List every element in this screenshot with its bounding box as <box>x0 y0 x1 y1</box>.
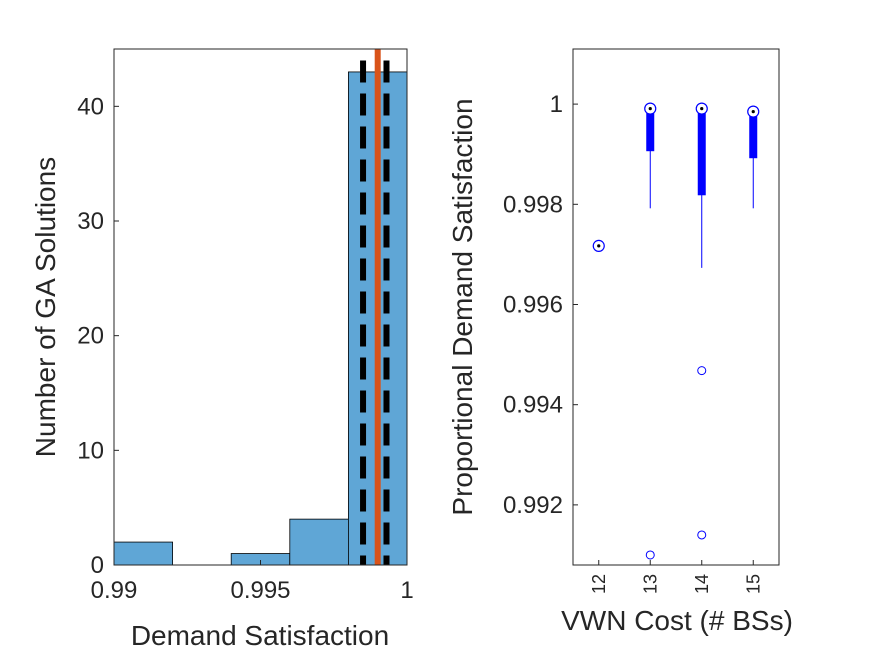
histogram-x-tick-label: 0.995 <box>230 577 290 604</box>
boxplot-plot-area <box>573 49 779 565</box>
box-median-dot <box>700 107 704 111</box>
histogram-bar-3 <box>289 518 349 566</box>
box-13 <box>644 102 657 560</box>
box-body <box>646 108 655 152</box>
histogram-y-tick-label: 30 <box>77 208 104 235</box>
boxplot-y-axis-label: Proportional Demand Satisfaction <box>447 98 478 515</box>
histogram-y-tick-label: 40 <box>77 93 104 120</box>
boxplot-y-ticks: 0.992 0.994 0.996 0.998 1 <box>503 91 578 519</box>
boxplot-y-tick-label: 0.992 <box>503 492 563 519</box>
box-body <box>749 111 758 159</box>
boxplot-axes-box <box>572 48 780 566</box>
box-outlier <box>697 530 707 540</box>
box-body <box>697 108 706 196</box>
box-15 <box>747 105 760 209</box>
box-12 <box>592 239 605 252</box>
boxplot-y-tick-label: 0.994 <box>503 392 563 419</box>
histogram-chart: 0.99 0.995 1 0 10 20 30 40 Demand Satisfaction… <box>30 48 414 651</box>
box-median-dot <box>648 107 652 111</box>
boxplot-x-tick-label: 12 <box>589 574 609 594</box>
histogram-x-ticks: 0.99 0.995 1 <box>91 560 414 604</box>
boxplot-y-tick-label: 0.998 <box>503 191 563 218</box>
box-median-dot <box>597 244 601 248</box>
histogram-x-tick-label: 1 <box>400 577 413 604</box>
boxplot-marks <box>592 102 760 560</box>
boxplot-x-tick-label: 15 <box>743 574 763 594</box>
box-outlier <box>697 366 707 376</box>
boxplot-y-tick-label: 1 <box>550 91 563 118</box>
box-14 <box>695 102 708 540</box>
box-median-dot <box>751 110 755 114</box>
box-outlier <box>645 550 655 560</box>
histogram-y-ticks: 0 10 20 30 40 <box>77 93 119 579</box>
boxplot-x-axis-label: VWN Cost (# BSs) <box>561 605 793 636</box>
boxplot-x-tick-label: 14 <box>692 574 712 594</box>
boxplot-chart: 12 13 14 15 0.992 0.994 0.996 0.998 1 VWN Cost … <box>447 48 793 636</box>
histogram-y-tick-label: 10 <box>77 437 104 464</box>
histogram-x-tick-label: 0.99 <box>91 577 138 604</box>
histogram-reference-lines <box>360 49 390 565</box>
histogram-x-axis-label: Demand Satisfaction <box>131 620 389 651</box>
histogram-y-tick-label: 20 <box>77 323 104 350</box>
histogram-bar-0 <box>113 541 173 566</box>
boxplot-y-tick-label: 0.996 <box>503 291 563 318</box>
histogram-y-axis-label: Number of GA Solutions <box>30 157 61 457</box>
histogram-y-tick-label: 0 <box>91 552 104 579</box>
boxplot-x-tick-label: 13 <box>640 574 660 594</box>
boxplot-x-ticks: 12 13 14 15 <box>589 560 763 594</box>
